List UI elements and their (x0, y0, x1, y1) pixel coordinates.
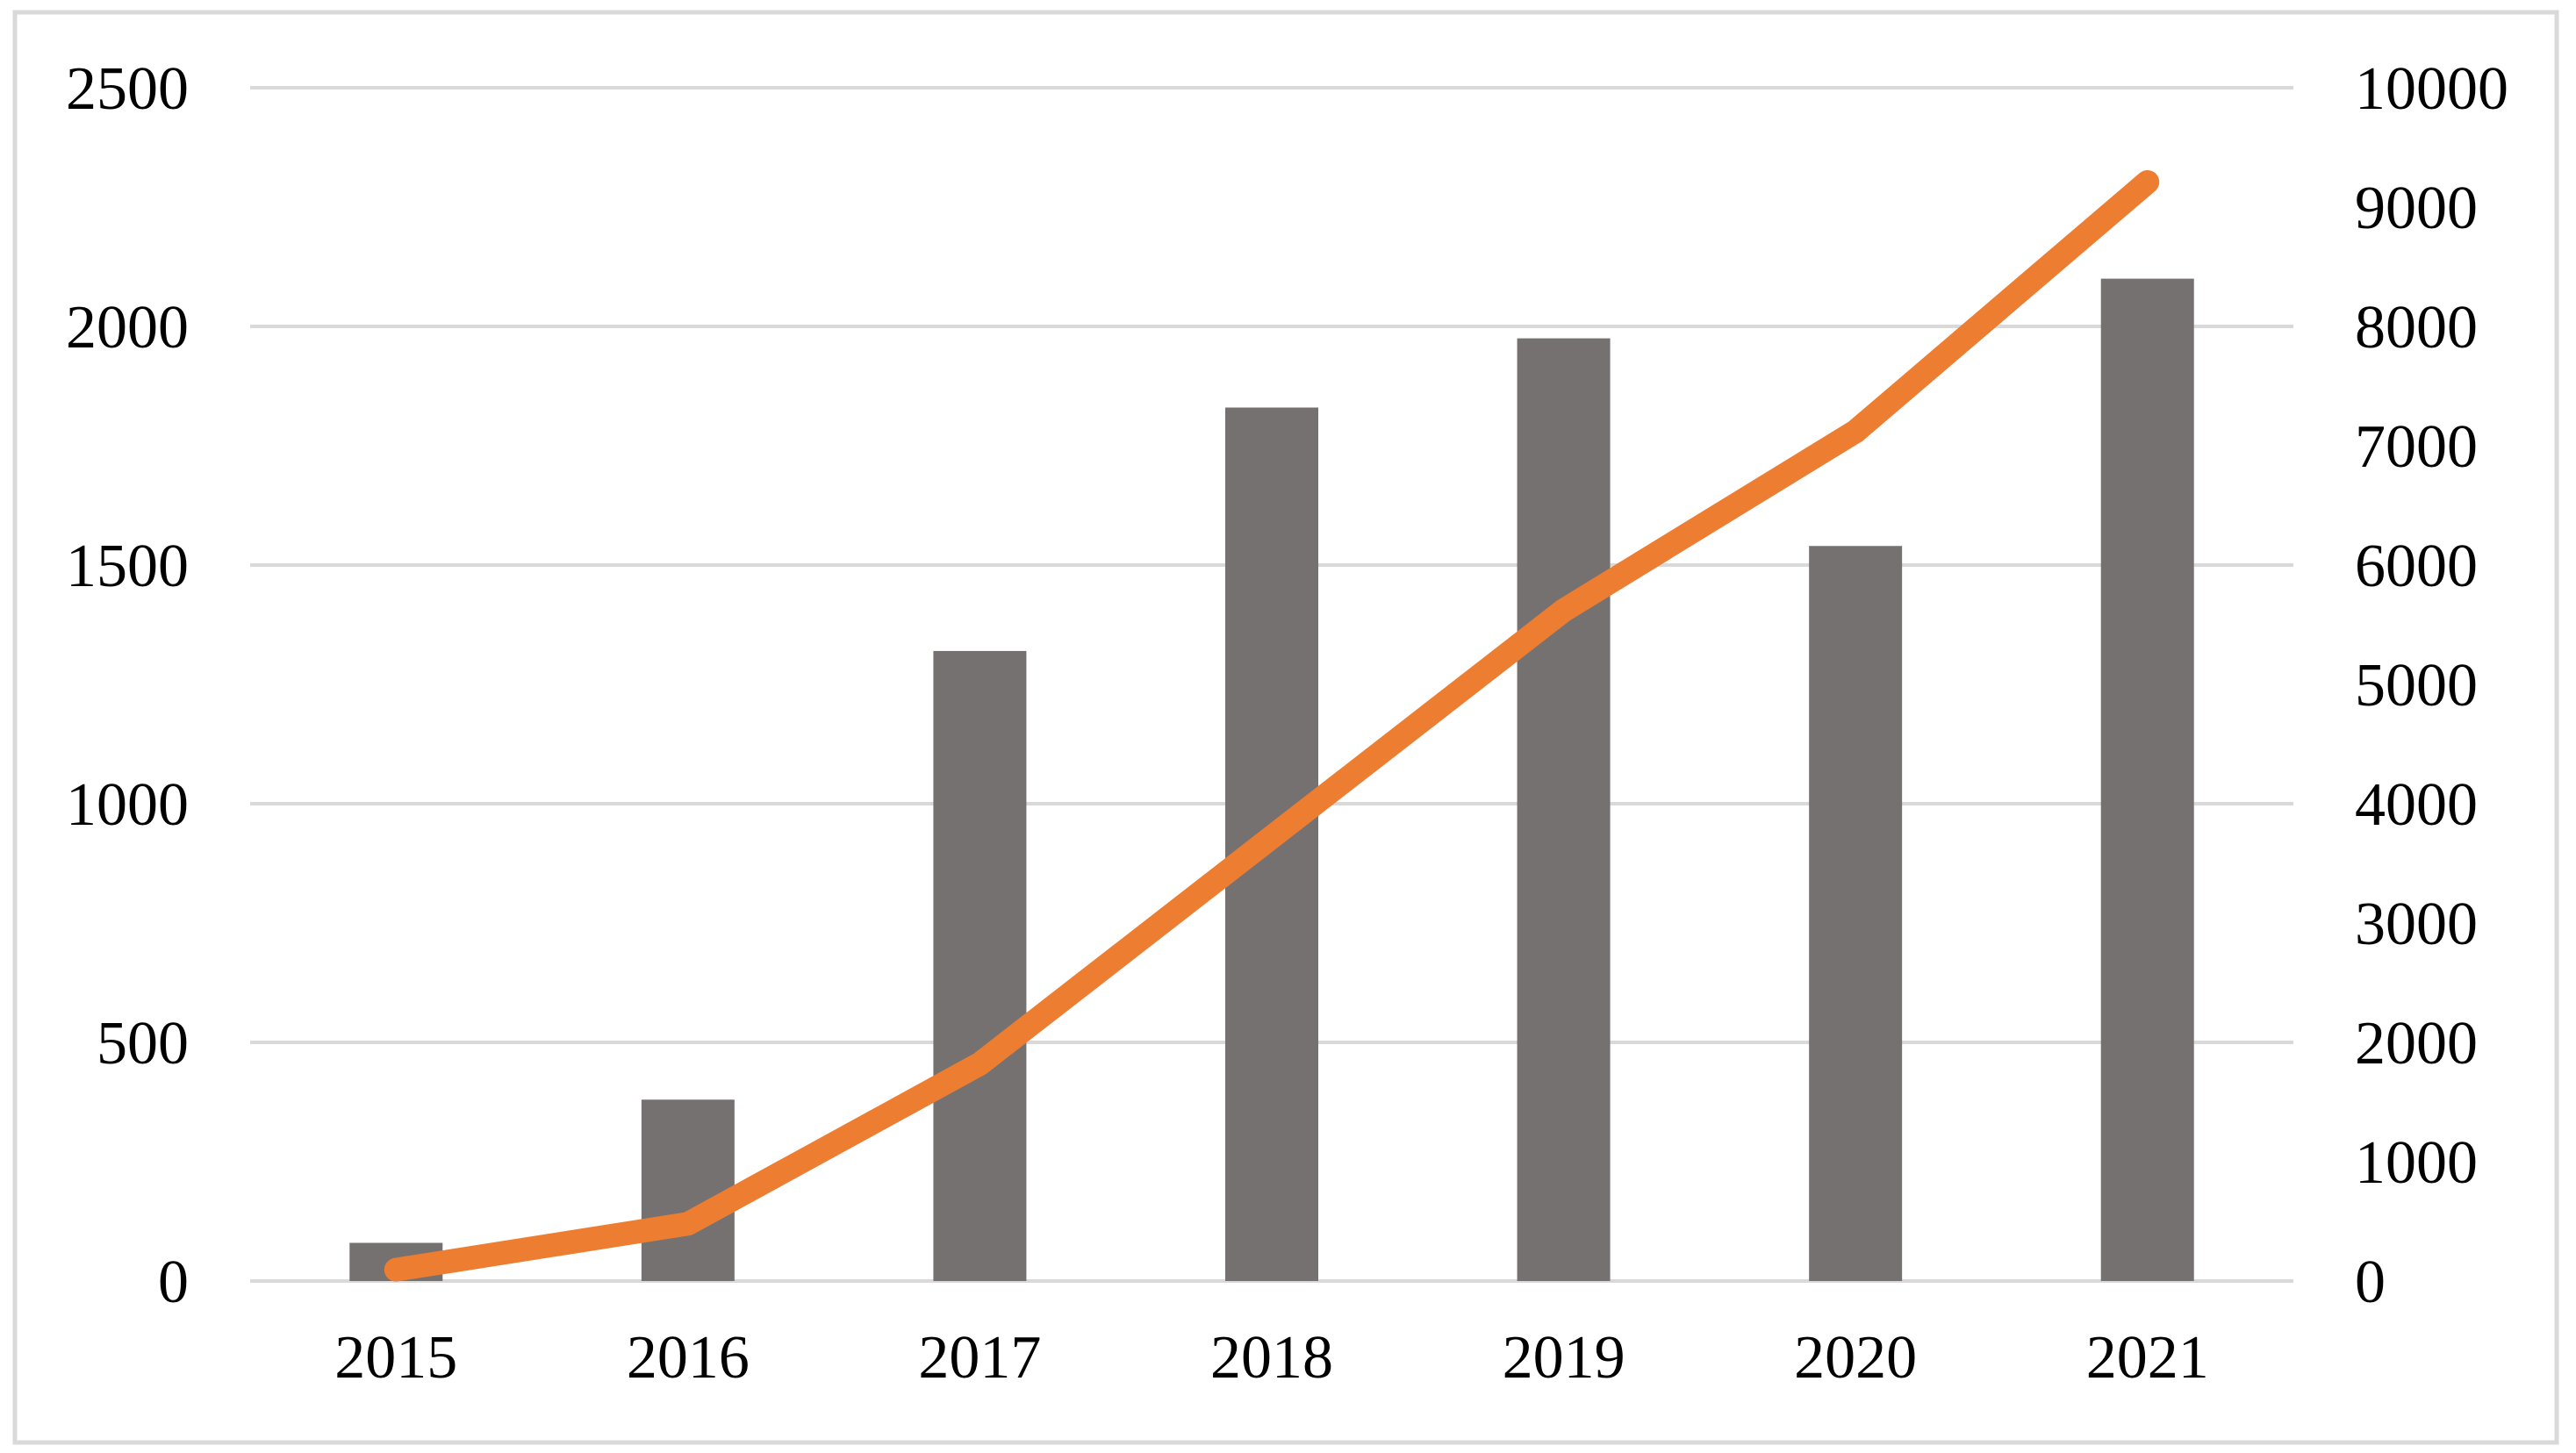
left-axis-tick-0: 0 (158, 1249, 189, 1316)
x-axis-label-2020: 2020 (1794, 1324, 1917, 1392)
bar-2016 (641, 1099, 735, 1281)
x-axis-label-2021: 2021 (2086, 1324, 2209, 1392)
right-axis-tick-0: 0 (2355, 1249, 2386, 1316)
right-axis-tick-9000: 9000 (2355, 175, 2478, 242)
right-axis-tick-labels: 0 1000 2000 3000 4000 5000 6000 7000 8000 9000 100… (2355, 55, 2508, 1316)
right-axis-tick-7000: 7000 (2355, 413, 2478, 481)
left-axis-tick-1000: 1000 (66, 771, 189, 839)
left-axis-tick-2000: 2000 (66, 294, 189, 361)
gridlines-group (250, 86, 2293, 1283)
bar-2021 (2100, 278, 2194, 1282)
right-axis-tick-4000: 4000 (2355, 771, 2478, 839)
right-axis-tick-2000: 2000 (2355, 1010, 2478, 1077)
x-axis-label-2015: 2015 (334, 1324, 457, 1392)
left-axis-tick-1500: 1500 (66, 533, 189, 600)
x-axis-category-labels: 2015 2016 2017 2018 2019 2020 2021 (334, 1324, 2208, 1392)
right-axis-tick-5000: 5000 (2355, 652, 2478, 719)
bar-2017 (933, 650, 1027, 1281)
right-axis-tick-1000: 1000 (2355, 1129, 2478, 1197)
bar-series-group (349, 278, 2194, 1282)
bar-2019 (1517, 338, 1611, 1282)
left-axis-tick-500: 500 (97, 1010, 189, 1077)
line-series-path (384, 169, 2160, 1282)
x-axis-label-2019: 2019 (1503, 1324, 1625, 1392)
left-axis-tick-labels: 0 500 1000 1500 2000 2500 (66, 55, 189, 1316)
right-axis-tick-6000: 6000 (2355, 533, 2478, 600)
bar-2020 (1809, 546, 1903, 1281)
right-axis-tick-8000: 8000 (2355, 294, 2478, 361)
left-axis-tick-2500: 2500 (66, 55, 189, 123)
x-axis-label-2017: 2017 (918, 1324, 1041, 1392)
right-axis-tick-3000: 3000 (2355, 891, 2478, 958)
x-axis-label-2018: 2018 (1210, 1324, 1333, 1392)
x-axis-label-2016: 2016 (627, 1324, 750, 1392)
right-axis-tick-10000: 10000 (2355, 55, 2508, 123)
chart-frame-border (12, 10, 2559, 1445)
